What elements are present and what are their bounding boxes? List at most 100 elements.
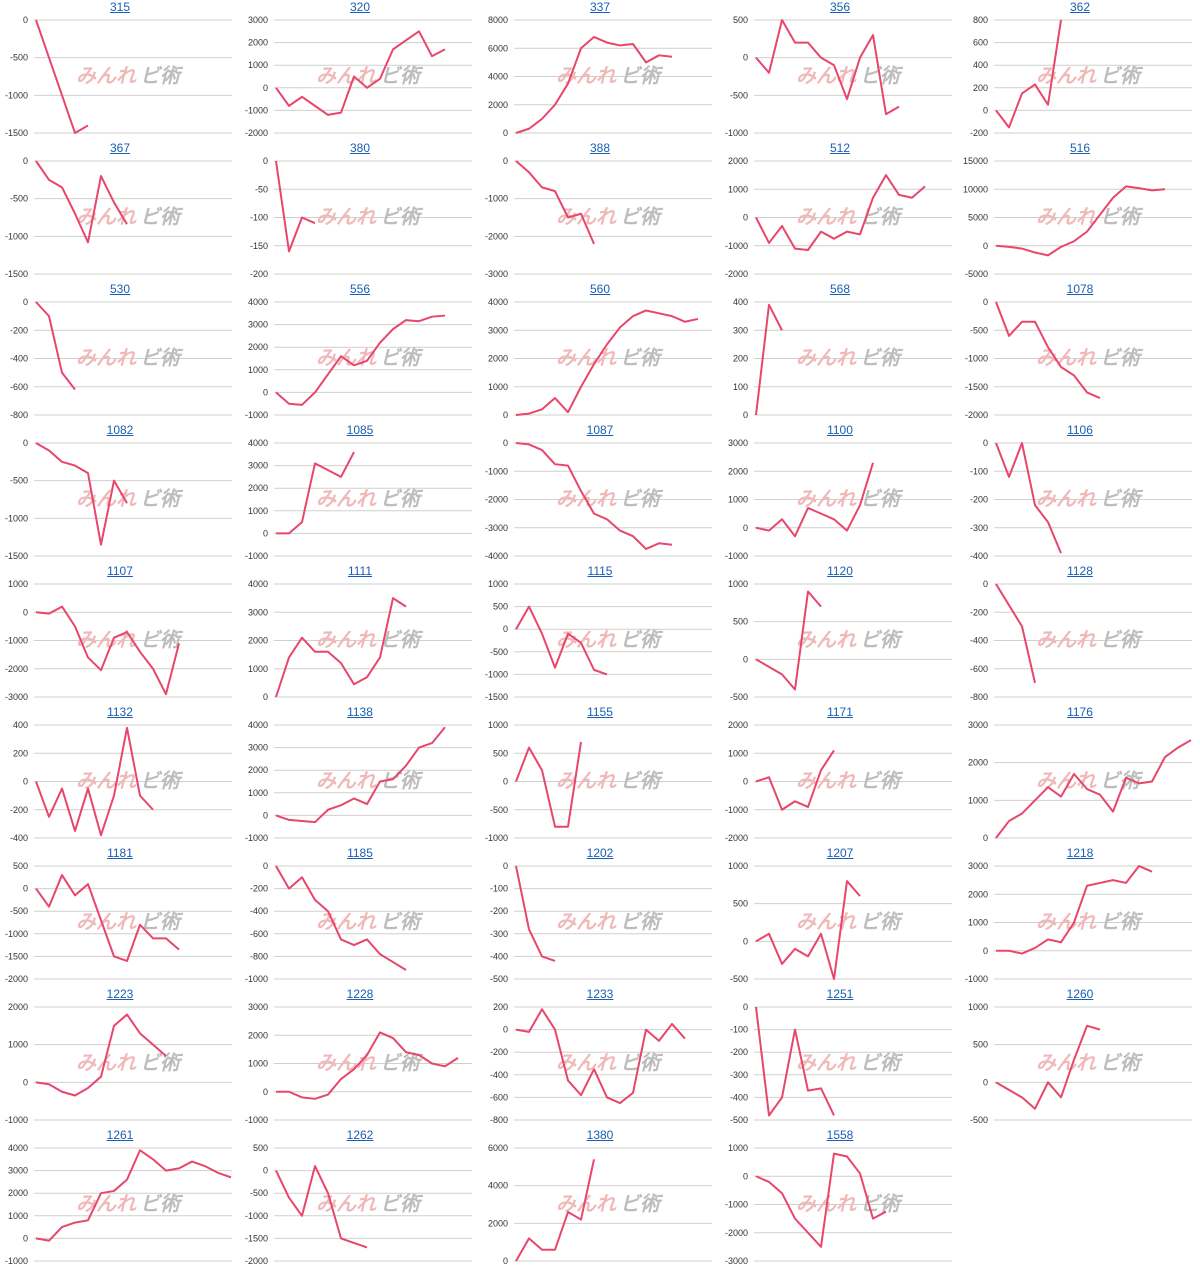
line-chart-svg: 3000 2000 1000 0 -1000 みんれ ビ術 bbox=[245, 1002, 472, 1125]
chart-title-link[interactable]: 1228 bbox=[346, 987, 374, 1001]
chart-panel-1111: 1111 4000 3000 2000 1000 0 みんれ ビ術 bbox=[240, 564, 480, 705]
svg-text:ビ術: ビ術 bbox=[860, 911, 904, 934]
chart-title-link[interactable]: 337 bbox=[589, 0, 611, 14]
chart-panel-337: 337 8000 6000 4000 2000 0 みんれ ビ術 bbox=[480, 0, 720, 141]
y-tick-label: -1000 bbox=[725, 551, 748, 561]
chart-title-link[interactable]: 1260 bbox=[1066, 987, 1094, 1001]
y-tick-label: 0 bbox=[983, 438, 988, 448]
chart-title-link[interactable]: 1106 bbox=[1067, 423, 1093, 437]
chart-title-link[interactable]: 556 bbox=[349, 282, 371, 296]
series-line bbox=[995, 1024, 1101, 1110]
y-tick-label: 0 bbox=[263, 387, 268, 397]
svg-text:ビ術: ビ術 bbox=[860, 629, 904, 652]
chart-title-link[interactable]: 1262 bbox=[346, 1128, 374, 1142]
svg-text:ビ術: ビ術 bbox=[620, 1052, 664, 1075]
series-line bbox=[35, 19, 89, 134]
chart-title-link[interactable]: 1202 bbox=[586, 846, 614, 860]
y-tick-label: 1000 bbox=[488, 382, 508, 392]
chart-title-link[interactable]: 1251 bbox=[826, 987, 854, 1001]
chart-title-link[interactable]: 560 bbox=[589, 282, 611, 296]
y-tick-label: 0 bbox=[503, 410, 508, 420]
chart-title-link[interactable]: 512 bbox=[829, 141, 851, 155]
svg-text:みんれ: みんれ bbox=[316, 1194, 377, 1216]
chart-title-link[interactable]: 1223 bbox=[106, 987, 134, 1001]
svg-text:ビ術: ビ術 bbox=[1100, 488, 1144, 511]
chart-title-link[interactable]: 1111 bbox=[347, 564, 373, 578]
chart-title-link[interactable]: 1261 bbox=[106, 1128, 134, 1142]
y-tick-label: 0 bbox=[983, 1077, 988, 1087]
chart-title-link[interactable]: 1115 bbox=[587, 564, 613, 578]
line-chart-svg: 0 -500 -1000 -1500 みんれ ビ術 bbox=[5, 438, 232, 561]
chart-title-link[interactable]: 1078 bbox=[1066, 282, 1094, 296]
y-tick-label: 1000 bbox=[248, 664, 268, 674]
chart-title-link[interactable]: 320 bbox=[349, 0, 371, 14]
chart-title-link[interactable]: 1218 bbox=[1066, 846, 1094, 860]
y-tick-label: 0 bbox=[23, 777, 28, 787]
chart-title-link[interactable]: 1128 bbox=[1067, 564, 1093, 578]
chart-title-link[interactable]: 1132 bbox=[107, 705, 133, 719]
chart-title-link[interactable]: 1181 bbox=[107, 846, 133, 860]
svg-text:みんれ: みんれ bbox=[76, 348, 137, 370]
chart-title-link[interactable]: 1155 bbox=[587, 705, 613, 719]
svg-text:みんれ: みんれ bbox=[1036, 348, 1097, 370]
chart-title-link[interactable]: 568 bbox=[829, 282, 851, 296]
svg-text:みんれ: みんれ bbox=[1036, 489, 1097, 511]
series-line bbox=[995, 583, 1036, 684]
series-line bbox=[755, 749, 835, 811]
y-tick-label: -2000 bbox=[725, 833, 748, 843]
y-tick-label: 0 bbox=[23, 607, 28, 617]
chart-title-link[interactable]: 1207 bbox=[826, 846, 854, 860]
y-tick-label: 3000 bbox=[248, 1002, 268, 1012]
watermark-logo: みんれ ビ術 bbox=[76, 347, 184, 370]
chart-title-link[interactable]: 1120 bbox=[827, 564, 853, 578]
chart-title-link[interactable]: 380 bbox=[349, 141, 371, 155]
y-tick-label: 0 bbox=[983, 105, 988, 115]
line-chart-svg: 1000 0 -1000 -2000 -3000 みんれ ビ術 bbox=[725, 1143, 952, 1266]
y-tick-label: 500 bbox=[493, 602, 508, 612]
svg-text:ビ術: ビ術 bbox=[620, 1193, 664, 1216]
chart-title-link[interactable]: 362 bbox=[1069, 0, 1091, 14]
y-tick-label: -2000 bbox=[725, 269, 748, 279]
y-tick-label: 1000 bbox=[248, 1059, 268, 1069]
chart-panel-512: 512 2000 1000 0 -1000 -2000 みんれ ビ術 bbox=[720, 141, 960, 282]
chart-title-link[interactable]: 1558 bbox=[826, 1128, 854, 1142]
y-tick-label: 0 bbox=[23, 156, 28, 166]
line-chart-svg: 3000 2000 1000 0 -1000 みんれ ビ術 bbox=[725, 438, 952, 561]
chart-title-link[interactable]: 1100 bbox=[827, 423, 853, 437]
y-tick-label: 0 bbox=[743, 1171, 748, 1181]
line-chart-svg: 0 -500 -1000 -1500 -2000 みんれ ビ術 bbox=[965, 297, 1192, 420]
chart-panel-1218: 1218 3000 2000 1000 0 -1000 みんれ ビ術 bbox=[960, 846, 1200, 987]
y-tick-label: -400 bbox=[490, 951, 508, 961]
chart-title-link[interactable]: 1171 bbox=[827, 705, 853, 719]
chart-title-link[interactable]: 1185 bbox=[347, 846, 373, 860]
chart-title-link[interactable]: 356 bbox=[829, 0, 851, 14]
chart-title-link[interactable]: 315 bbox=[109, 0, 131, 14]
chart-title-link[interactable]: 1138 bbox=[347, 705, 373, 719]
chart-title-link[interactable]: 1176 bbox=[1067, 705, 1093, 719]
chart-title-link[interactable]: 388 bbox=[589, 141, 611, 155]
svg-text:ビ術: ビ術 bbox=[140, 65, 184, 88]
y-tick-label: -300 bbox=[970, 523, 988, 533]
svg-text:ビ術: ビ術 bbox=[380, 770, 424, 793]
chart-title-link[interactable]: 516 bbox=[1069, 141, 1091, 155]
y-tick-label: 2000 bbox=[248, 342, 268, 352]
chart-title-link[interactable]: 1087 bbox=[586, 423, 614, 437]
y-tick-label: 1000 bbox=[968, 795, 988, 805]
y-tick-label: 4000 bbox=[248, 438, 268, 448]
y-tick-label: -1000 bbox=[485, 833, 508, 843]
y-tick-label: 2000 bbox=[248, 1030, 268, 1040]
chart-title-link[interactable]: 1082 bbox=[106, 423, 134, 437]
y-tick-label: -500 bbox=[490, 647, 508, 657]
y-tick-label: 6000 bbox=[488, 1143, 508, 1153]
chart-title-link[interactable]: 530 bbox=[109, 282, 131, 296]
chart-panel-320: 320 3000 2000 1000 0 -1000 -2000 みんれ ビ術 bbox=[240, 0, 480, 141]
chart-title-link[interactable]: 367 bbox=[109, 141, 131, 155]
chart-title-link[interactable]: 1085 bbox=[346, 423, 374, 437]
y-tick-label: -100 bbox=[250, 213, 268, 223]
chart-title-link[interactable]: 1380 bbox=[586, 1128, 614, 1142]
svg-text:みんれ: みんれ bbox=[316, 489, 377, 511]
chart-panel-1181: 1181 500 0 -500 -1000 -1500 -2000 みんれ ビ術 bbox=[0, 846, 240, 987]
svg-text:みんれ: みんれ bbox=[76, 1194, 137, 1216]
chart-title-link[interactable]: 1107 bbox=[107, 564, 133, 578]
chart-title-link[interactable]: 1233 bbox=[586, 987, 614, 1001]
